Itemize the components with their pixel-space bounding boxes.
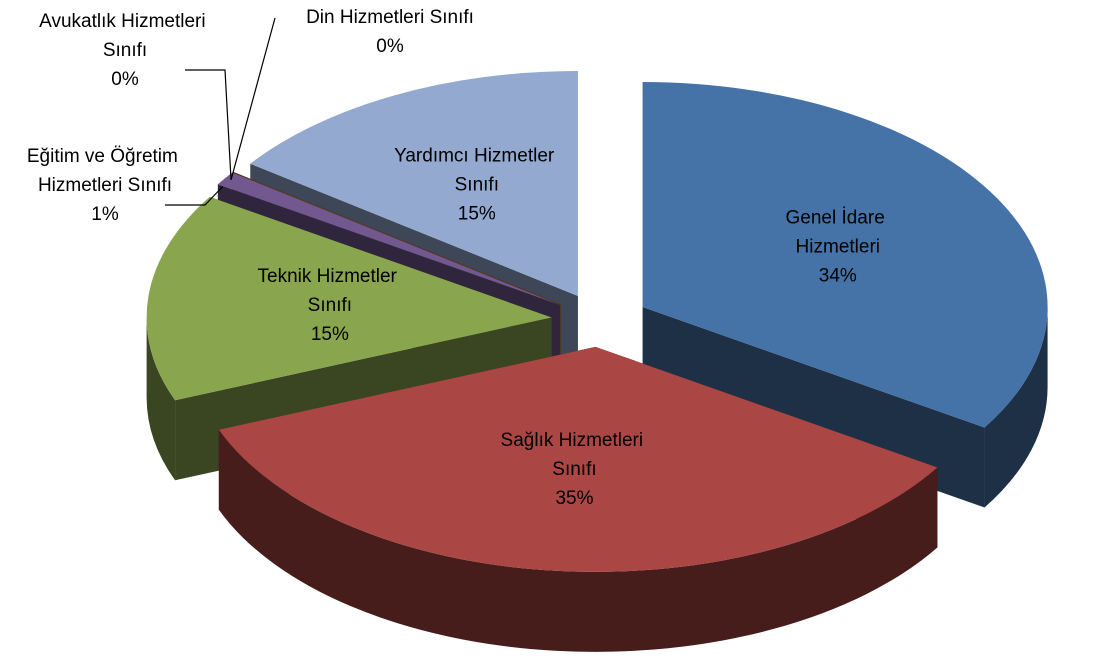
slice-value-label: 0% (376, 36, 404, 57)
slice-value-label: 15% (311, 324, 349, 345)
slice-label: Teknik Hizmetler Sınıfı (258, 266, 403, 316)
slice-value-label: 15% (458, 204, 496, 225)
slice-label: Din Hizmetleri Sınıfı (306, 7, 474, 28)
slice-top (217, 172, 560, 305)
slice-label: Sağlık Hizmetleri Sınıfı (501, 430, 649, 480)
slice-value-label: 35% (555, 488, 593, 509)
slice-side (218, 429, 938, 652)
slice-top (642, 81, 1048, 428)
slice-top (146, 196, 552, 401)
slice-label: Avukatlık Hizmetleri Sınıfı (39, 11, 211, 61)
slice-label: Genel İdare Hizmetleri (785, 207, 890, 257)
slice-value-label: 0% (111, 69, 139, 90)
slice-side (984, 306, 1048, 508)
slice-label: Eğitim ve Öğretim Hizmetleri Sınıfı (27, 146, 183, 196)
slice-top (218, 346, 938, 572)
slice-value-label: 1% (91, 204, 119, 225)
slice-label: Yardımcı Hizmetler Sınıfı (394, 146, 559, 196)
slice-value-label: 34% (819, 265, 857, 286)
slice-top (250, 70, 578, 296)
leader-line (165, 185, 224, 206)
slice-top (233, 171, 561, 305)
leader-line (185, 69, 232, 180)
leader-line (230, 17, 276, 181)
slice (218, 346, 938, 652)
slice-side (146, 317, 176, 481)
